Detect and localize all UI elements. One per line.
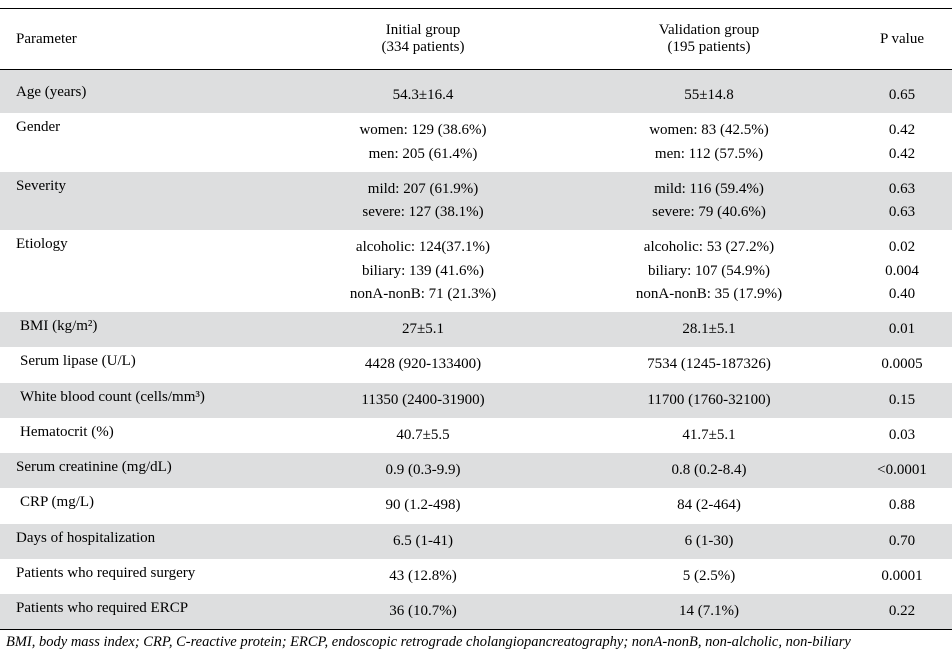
row-parameter: Etiology [0,230,280,312]
row-pvalue: 0.020.0040.40 [852,230,952,312]
row-initial-value-line: men: 205 (61.4%) [280,143,566,166]
header-validation-group-sub: (195 patients) [566,39,852,56]
row-validation-value: alcoholic: 53 (27.2%)biliary: 107 (54.9%… [566,230,852,312]
row-parameter: CRP (mg/L) [0,488,280,523]
row-pvalue: 0.0001 [852,559,952,594]
table-row: Genderwomen: 129 (38.6%)men: 205 (61.4%)… [0,113,952,172]
row-validation-value-line: alcoholic: 53 (27.2%) [566,236,852,259]
table-row: Hematocrit (%)40.7±5.541.7±5.10.03 [0,418,952,453]
row-pvalue-line: 0.63 [852,178,952,201]
row-initial-value-line: alcoholic: 124(37.1%) [280,236,566,259]
row-pvalue-line: 0.02 [852,236,952,259]
row-parameter: Age (years) [0,78,280,113]
row-parameter: Hematocrit (%) [0,418,280,453]
row-parameter: Severity [0,172,280,231]
table-row: Serum creatinine (mg/dL)0.9 (0.3-9.9)0.8… [0,453,952,488]
row-initial-value: women: 129 (38.6%)men: 205 (61.4%) [280,113,566,172]
row-validation-value-line: severe: 79 (40.6%) [566,201,852,224]
row-initial-value-line: biliary: 139 (41.6%) [280,260,566,283]
row-validation-value: 55±14.8 [566,78,852,113]
row-validation-value-line: nonA-nonB: 35 (17.9%) [566,283,852,306]
row-pvalue-line: 0.42 [852,143,952,166]
row-initial-value: 0.9 (0.3-9.9) [280,453,566,488]
row-initial-value: 11350 (2400-31900) [280,383,566,418]
row-initial-value: 40.7±5.5 [280,418,566,453]
row-pvalue: 0.0005 [852,347,952,382]
row-pvalue: 0.01 [852,312,952,347]
row-validation-value: 0.8 (0.2-8.4) [566,453,852,488]
row-initial-value-line: nonA-nonB: 71 (21.3%) [280,283,566,306]
row-pvalue: 0.03 [852,418,952,453]
row-initial-value: mild: 207 (61.9%)severe: 127 (38.1%) [280,172,566,231]
row-pvalue: 0.22 [852,594,952,630]
header-parameter: Parameter [0,9,280,70]
row-initial-value: 27±5.1 [280,312,566,347]
row-parameter: White blood count (cells/mm³) [0,383,280,418]
row-initial-value: 36 (10.7%) [280,594,566,630]
row-parameter: Gender [0,113,280,172]
header-validation-group: Validation group (195 patients) [566,9,852,70]
row-pvalue: 0.15 [852,383,952,418]
row-initial-value: 43 (12.8%) [280,559,566,594]
row-pvalue-line: 0.63 [852,201,952,224]
row-validation-value: mild: 116 (59.4%)severe: 79 (40.6%) [566,172,852,231]
row-initial-value-line: women: 129 (38.6%) [280,119,566,142]
row-pvalue-line: 0.40 [852,283,952,306]
comparison-table: Parameter Initial group (334 patients) V… [0,8,952,630]
row-parameter: Serum creatinine (mg/dL) [0,453,280,488]
row-pvalue: 0.630.63 [852,172,952,231]
table-row: Severitymild: 207 (61.9%)severe: 127 (38… [0,172,952,231]
row-pvalue: 0.420.42 [852,113,952,172]
table-row: Serum lipase (U/L)4428 (920-133400)7534 … [0,347,952,382]
row-parameter: BMI (kg/m²) [0,312,280,347]
row-validation-value: 41.7±5.1 [566,418,852,453]
header-initial-group-label: Initial group [280,22,566,39]
row-pvalue: <0.0001 [852,453,952,488]
table-footnote: BMI, body mass index; CRP, C-reactive pr… [0,630,952,651]
row-initial-value: 4428 (920-133400) [280,347,566,382]
table-row: CRP (mg/L)90 (1.2-498)84 (2-464)0.88 [0,488,952,523]
row-validation-value-line: biliary: 107 (54.9%) [566,260,852,283]
row-initial-value-line: severe: 127 (38.1%) [280,201,566,224]
row-initial-value-line: mild: 207 (61.9%) [280,178,566,201]
row-validation-value: 11700 (1760-32100) [566,383,852,418]
table-row: Days of hospitalization6.5 (1-41)6 (1-30… [0,524,952,559]
row-parameter: Days of hospitalization [0,524,280,559]
table-row: Patients who required surgery43 (12.8%)5… [0,559,952,594]
row-pvalue-line: 0.42 [852,119,952,142]
table-row: White blood count (cells/mm³)11350 (2400… [0,383,952,418]
header-initial-group-sub: (334 patients) [280,39,566,56]
header-pvalue: P value [852,9,952,70]
row-validation-value-line: women: 83 (42.5%) [566,119,852,142]
comparison-table-page: Parameter Initial group (334 patients) V… [0,0,952,657]
row-initial-value: 54.3±16.4 [280,78,566,113]
row-parameter: Serum lipase (U/L) [0,347,280,382]
row-pvalue: 0.65 [852,78,952,113]
row-initial-value: 90 (1.2-498) [280,488,566,523]
row-parameter: Patients who required surgery [0,559,280,594]
row-validation-value-line: mild: 116 (59.4%) [566,178,852,201]
row-initial-value: 6.5 (1-41) [280,524,566,559]
row-initial-value: alcoholic: 124(37.1%)biliary: 139 (41.6%… [280,230,566,312]
header-spacer [0,70,952,79]
table-row: Etiologyalcoholic: 124(37.1%)biliary: 13… [0,230,952,312]
header-initial-group: Initial group (334 patients) [280,9,566,70]
row-validation-value: 5 (2.5%) [566,559,852,594]
header-validation-group-label: Validation group [566,22,852,39]
row-pvalue: 0.88 [852,488,952,523]
row-validation-value: 14 (7.1%) [566,594,852,630]
row-pvalue-line: 0.004 [852,260,952,283]
row-pvalue: 0.70 [852,524,952,559]
row-validation-value: 84 (2-464) [566,488,852,523]
table-row: Age (years)54.3±16.455±14.80.65 [0,78,952,113]
table-header-row: Parameter Initial group (334 patients) V… [0,9,952,70]
row-validation-value: 28.1±5.1 [566,312,852,347]
row-validation-value: women: 83 (42.5%)men: 112 (57.5%) [566,113,852,172]
row-validation-value: 6 (1-30) [566,524,852,559]
table-row: BMI (kg/m²)27±5.128.1±5.10.01 [0,312,952,347]
row-validation-value-line: men: 112 (57.5%) [566,143,852,166]
row-validation-value: 7534 (1245-187326) [566,347,852,382]
row-parameter: Patients who required ERCP [0,594,280,630]
table-row: Patients who required ERCP36 (10.7%)14 (… [0,594,952,630]
